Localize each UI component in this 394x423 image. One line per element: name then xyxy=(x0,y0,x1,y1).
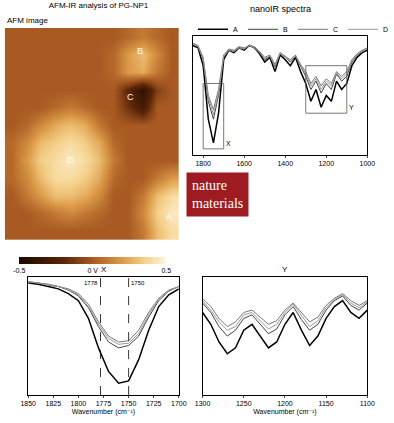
svg-text:1778: 1778 xyxy=(84,280,98,286)
svg-text:Wavenumber (cm⁻¹): Wavenumber (cm⁻¹) xyxy=(253,408,316,416)
svg-text:1750: 1750 xyxy=(121,400,137,407)
svg-text:C: C xyxy=(127,92,134,102)
svg-text:X: X xyxy=(226,140,231,147)
svg-text:Y: Y xyxy=(282,265,288,274)
svg-text:AFM image: AFM image xyxy=(7,16,48,25)
svg-text:naturematerials: naturematerials xyxy=(192,178,243,211)
svg-text:nanoIR spectra: nanoIR spectra xyxy=(250,4,311,14)
svg-text:1250: 1250 xyxy=(236,400,252,407)
svg-text:1800: 1800 xyxy=(71,400,87,407)
svg-text:A: A xyxy=(233,26,238,33)
svg-text:B: B xyxy=(283,26,288,33)
svg-text:0.5: 0.5 xyxy=(161,267,171,274)
svg-text:1300: 1300 xyxy=(195,400,211,407)
svg-text:0 V: 0 V xyxy=(87,267,98,274)
svg-text:1850: 1850 xyxy=(20,400,36,407)
svg-text:1700: 1700 xyxy=(171,400,187,407)
svg-text:AFM-IR analysis of PG-NP1: AFM-IR analysis of PG-NP1 xyxy=(49,1,149,10)
svg-text:1800: 1800 xyxy=(195,160,211,167)
svg-text:D: D xyxy=(383,26,388,33)
svg-text:C: C xyxy=(333,26,338,33)
svg-text:A: A xyxy=(166,212,172,222)
svg-text:1150: 1150 xyxy=(319,400,334,407)
svg-text:1400: 1400 xyxy=(277,160,293,167)
svg-text:1100: 1100 xyxy=(360,400,375,407)
svg-text:1750: 1750 xyxy=(131,280,145,286)
svg-text:Wavenumber (cm⁻¹): Wavenumber (cm⁻¹) xyxy=(72,408,135,416)
svg-text:-0.5: -0.5 xyxy=(13,267,25,274)
svg-text:Y: Y xyxy=(349,104,354,111)
svg-text:1775: 1775 xyxy=(96,400,112,407)
svg-text:1825: 1825 xyxy=(46,400,62,407)
svg-text:1200: 1200 xyxy=(277,400,293,407)
svg-text:1200: 1200 xyxy=(318,160,334,167)
svg-text:B: B xyxy=(137,46,143,56)
svg-text:1000: 1000 xyxy=(360,160,376,167)
svg-text:1725: 1725 xyxy=(146,400,162,407)
svg-text:D: D xyxy=(67,155,74,165)
svg-text:X: X xyxy=(101,265,107,274)
svg-text:1600: 1600 xyxy=(236,160,252,167)
